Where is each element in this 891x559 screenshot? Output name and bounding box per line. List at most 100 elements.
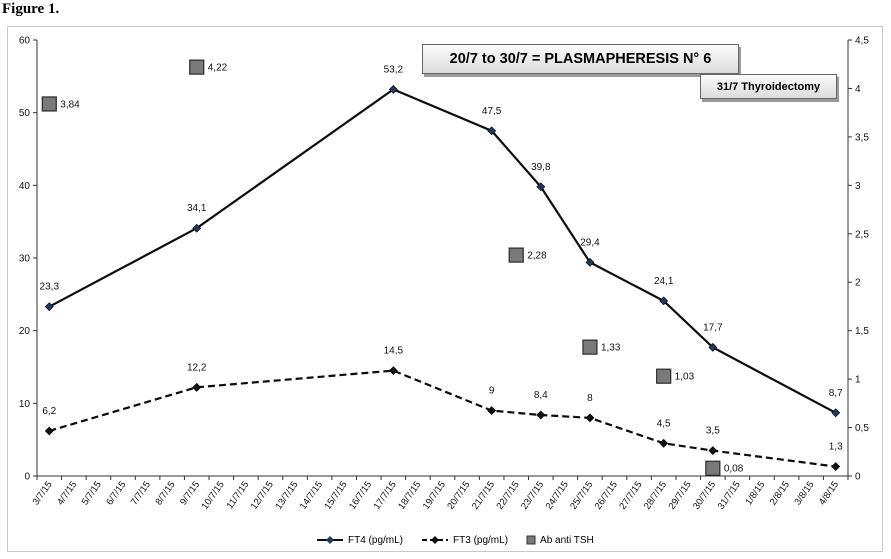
x-tick-label: 4/7/15 [55, 479, 79, 507]
ab-marker [41, 96, 57, 112]
left-tick-label: 20 [19, 326, 31, 337]
legend-label-ab: Ab anti TSH [540, 534, 594, 546]
left-tick-label: 10 [19, 399, 31, 410]
ab-data-label: 1,03 [675, 372, 695, 383]
data-point-marker [831, 408, 841, 418]
data-label: 12,2 [187, 362, 207, 373]
right-tick-label: 3,5 [855, 132, 869, 143]
right-tick-label: 0,5 [855, 423, 869, 434]
x-tick-label: 3/7/15 [31, 479, 55, 507]
chart-frame [7, 26, 883, 552]
data-label: 8,7 [829, 388, 843, 399]
x-tick-label: 16/7/15 [347, 479, 374, 511]
x-tick-label: 4/8/15 [817, 479, 841, 507]
data-point-marker [659, 296, 669, 306]
x-tick-label: 22/7/15 [494, 479, 521, 511]
left-tick-label: 30 [19, 254, 31, 265]
data-point-marker [536, 182, 546, 192]
legend-item-ft3: FT3 (pg/mL) [421, 535, 508, 546]
x-tick-label: 19/7/15 [421, 479, 448, 511]
right-tick-label: 4,5 [855, 36, 869, 47]
data-label: 53,2 [384, 64, 404, 75]
x-tick-label: 5/7/15 [80, 479, 104, 507]
thyroidectomy-annotation: 31/7 Thyroidectomy [700, 74, 837, 99]
data-label: 23,3 [40, 282, 60, 293]
plasmapheresis-annotation: 20/7 to 30/7 = PLASMAPHERESIS N° 6 [422, 44, 739, 74]
x-tick-label: 14/7/15 [298, 479, 325, 511]
ft4-legend-swatch [317, 536, 343, 544]
left-tick-label: 50 [19, 108, 31, 119]
ft3-legend-swatch [422, 536, 449, 544]
data-point-marker [708, 342, 718, 352]
x-tick-label: 10/7/15 [200, 479, 227, 511]
right-tick-label: 0 [855, 472, 861, 483]
x-tick-label: 30/7/15 [691, 479, 718, 511]
legend-item-ab: Ab anti TSH [526, 535, 594, 546]
data-label: 4,5 [657, 418, 671, 429]
data-point-marker [659, 438, 669, 448]
x-tick-label: 15/7/15 [322, 479, 349, 511]
ab-data-label: 2,28 [527, 251, 547, 262]
x-tick-label: 21/7/15 [470, 479, 497, 511]
x-tick-label: 2/8/15 [768, 479, 792, 507]
right-tick-label: 2 [855, 278, 861, 289]
data-point-marker [585, 257, 595, 267]
x-tick-label: 7/7/15 [129, 479, 153, 507]
x-tick-label: 9/7/15 [178, 479, 202, 507]
x-tick-label: 12/7/15 [249, 479, 276, 511]
data-label: 1,3 [829, 442, 843, 453]
data-point-marker [388, 366, 398, 376]
left-tick-label: 60 [19, 36, 31, 47]
ab-data-label: 4,22 [208, 63, 228, 74]
x-tick-label: 29/7/15 [667, 479, 694, 511]
data-point-marker [585, 413, 595, 423]
data-label: 14,5 [384, 346, 404, 357]
data-label: 34,1 [187, 203, 207, 214]
x-tick-label: 28/7/15 [642, 479, 669, 511]
data-label: 6,2 [42, 406, 56, 417]
data-label: 29,4 [580, 237, 600, 248]
ab-marker [189, 59, 205, 75]
chart-legend: FT4 (pg/mL) FT3 (pg/mL) Ab anti TSH [316, 533, 594, 547]
x-tick-label: 25/7/15 [568, 479, 595, 511]
ab-legend-swatch [526, 535, 536, 545]
data-point-marker [192, 223, 202, 233]
x-tick-label: 11/7/15 [225, 479, 252, 511]
x-tick-label: 3/8/15 [792, 479, 816, 507]
data-point-marker [831, 462, 841, 471]
x-tick-label: 8/7/15 [153, 479, 177, 507]
x-tick-label: 23/7/15 [519, 479, 546, 511]
left-tick-label: 40 [19, 181, 31, 192]
data-point-marker [388, 84, 398, 94]
data-label: 47,5 [482, 106, 502, 117]
ab-data-label: 0,08 [724, 464, 744, 475]
figure-label: Figure 1. [2, 1, 60, 17]
x-tick-label: 31/7/15 [716, 479, 743, 511]
data-point-marker [487, 406, 497, 416]
left-tick-label: 0 [24, 472, 30, 483]
x-tick-label: 17/7/15 [372, 479, 399, 511]
data-label: 8 [587, 393, 593, 404]
ab-marker [656, 368, 672, 384]
right-tick-label: 3 [855, 181, 861, 192]
data-label: 9 [489, 386, 495, 397]
x-tick-label: 26/7/15 [593, 479, 620, 511]
ab-marker [705, 460, 721, 476]
x-tick-label: 1/8/15 [743, 479, 767, 507]
data-point-marker [192, 382, 202, 392]
ab-data-label: 1,33 [601, 343, 621, 354]
data-point-marker [44, 426, 54, 436]
x-tick-label: 27/7/15 [617, 479, 644, 511]
right-tick-label: 2,5 [855, 229, 869, 240]
data-label: 24,1 [654, 276, 674, 287]
ab-data-label: 3,84 [60, 99, 80, 110]
right-tick-label: 1,5 [855, 326, 869, 337]
data-point-marker [44, 302, 54, 312]
legend-label-ft3: FT3 (pg/mL) [453, 534, 509, 546]
right-tick-label: 1 [855, 375, 861, 386]
series-line-0 [48, 88, 837, 414]
right-tick-label: 4 [855, 84, 861, 95]
data-label: 17,7 [703, 322, 723, 333]
data-label: 3,5 [706, 426, 720, 437]
legend-item-ft4: FT4 (pg/mL) [316, 535, 403, 546]
